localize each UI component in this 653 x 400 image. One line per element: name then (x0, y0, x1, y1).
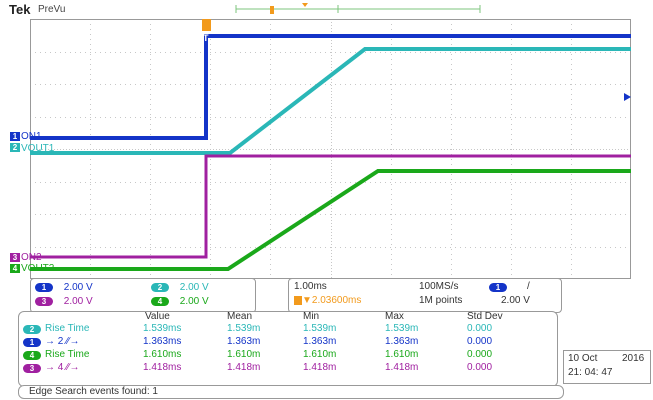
waveform-display[interactable] (30, 19, 631, 279)
ch1-marker-badge: 1 (10, 132, 20, 141)
row-std: 0.000 (467, 362, 493, 373)
ch1-marker-label: ON1 (21, 131, 42, 142)
time: 21: 04: 47 (568, 367, 613, 378)
ch4-scale[interactable]: 4 2.00 V (151, 296, 209, 308)
horizontal-trigger-panel[interactable]: 1.00ms 100MS/s 1 / ▼2.03600ms 1M points … (288, 278, 562, 313)
sample-rate: 100MS/s (419, 281, 459, 292)
row-std: 0.000 (467, 336, 493, 347)
trigger-marker-top (202, 19, 211, 31)
ch2-scale[interactable]: 2 2.00 V (151, 282, 209, 294)
graticule (30, 19, 631, 279)
row-value: 1.418ms (143, 362, 182, 373)
acquisition-mode: PreVu (38, 4, 66, 15)
ch2-marker-label: VOUT1 (21, 143, 55, 154)
ch1-scale[interactable]: 1 2.00 V (35, 282, 93, 294)
row-label: → 2 ∕∕→ (45, 336, 80, 347)
trigger-source-badge: 1 (489, 283, 507, 292)
ch3-marker-badge: 3 (10, 253, 20, 262)
col-min-header: Min (303, 311, 320, 322)
row-min: 1.610m (303, 349, 337, 360)
record-length: 1M points (419, 295, 463, 306)
waveforms (30, 34, 631, 271)
trigger-position[interactable]: ▼2.03600ms (294, 295, 361, 307)
measurement-table[interactable]: Value Mean Min Max Std Dev 2 Rise Time 1… (18, 311, 558, 387)
vertical-scale-panel[interactable]: 1 2.00 V 2 2.00 V 3 2.00 V 4 2.00 V (30, 278, 256, 313)
row-value: 1.610ms (143, 349, 182, 360)
row-source-badge: 3 (23, 364, 41, 373)
row-max: 1.418m (385, 362, 419, 373)
trigger-marker: T (203, 33, 209, 43)
datetime-panel: 10 Oct 2016 21: 04: 47 (563, 350, 651, 384)
ch2-waveform (30, 47, 631, 155)
row-source-badge: 2 (23, 325, 41, 334)
row-min: 1.418m (303, 362, 337, 373)
ch4-marker-label: VOUT2 (21, 263, 55, 274)
top-bar: Tek PreVu (0, 0, 653, 18)
row-source-badge: 1 (23, 338, 41, 347)
trigger-level[interactable]: 2.00 V (501, 295, 530, 306)
col-max-header: Max (385, 311, 404, 322)
row-mean: 1.418m (227, 362, 261, 373)
row-std: 0.000 (467, 323, 493, 334)
col-std-header: Std Dev (467, 311, 503, 322)
ch3-scale[interactable]: 3 2.00 V (35, 296, 93, 308)
ch3-waveform (30, 154, 631, 259)
year: 2016 (622, 353, 645, 364)
time-per-div[interactable]: 1.00ms (294, 281, 327, 292)
row-min: 1.539m (303, 323, 337, 334)
status-bar: Edge Search events found: 1 (18, 385, 564, 399)
ch4-waveform (30, 169, 631, 271)
row-max: 1.363m (385, 336, 419, 347)
ch1-waveform (30, 34, 631, 140)
trigger-slope-icon: / (527, 281, 530, 292)
row-std: 0.000 (467, 349, 493, 360)
row-max: 1.539m (385, 323, 419, 334)
record-overview-bar (235, 3, 481, 14)
row-mean: 1.363m (227, 336, 261, 347)
row-label: Rise Time (45, 349, 90, 360)
row-value: 1.539ms (143, 323, 182, 334)
col-mean-header: Mean (227, 311, 253, 322)
row-max: 1.610m (385, 349, 419, 360)
row-mean: 1.539m (227, 323, 261, 334)
brand-logo: Tek (9, 2, 31, 17)
status-message: Edge Search events found: 1 (29, 386, 158, 397)
date: 10 Oct (568, 353, 598, 364)
row-source-badge: 4 (23, 351, 41, 360)
ch4-marker-badge: 4 (10, 264, 20, 273)
col-value-header: Value (145, 311, 170, 322)
row-label: → 4 ∕∕→ (45, 362, 80, 373)
ch3-marker-label: ON2 (21, 252, 42, 263)
row-label: Rise Time (45, 323, 90, 334)
row-mean: 1.610m (227, 349, 261, 360)
trigger-level-marker (624, 93, 631, 101)
ch2-marker-badge: 2 (10, 143, 20, 152)
row-min: 1.363m (303, 336, 337, 347)
row-value: 1.363ms (143, 336, 182, 347)
